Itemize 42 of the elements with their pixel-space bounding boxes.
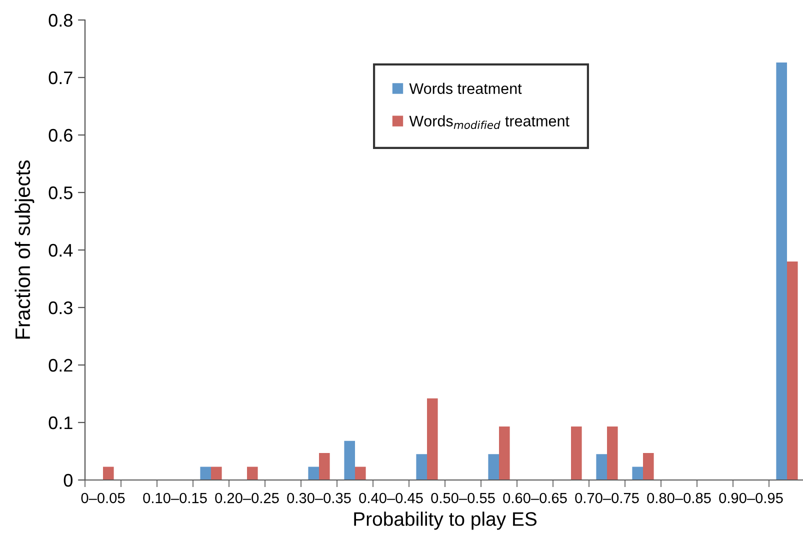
y-tick-label: 0.4 xyxy=(48,244,73,257)
bar xyxy=(200,466,211,480)
bar xyxy=(488,454,499,480)
bar xyxy=(416,454,427,480)
bar xyxy=(211,466,222,480)
bar xyxy=(344,440,355,480)
y-tick-label: 0.5 xyxy=(48,186,72,200)
bar xyxy=(643,452,654,480)
y-axis-title: Fraction of subjects xyxy=(14,160,34,339)
y-tick-label: 0.6 xyxy=(48,128,72,142)
bar xyxy=(776,62,787,480)
x-axis-title: Probability to play ES xyxy=(354,512,537,530)
bar xyxy=(355,466,366,480)
bar xyxy=(596,454,607,480)
y-tick-label: 0.7 xyxy=(48,71,72,84)
bar xyxy=(632,466,643,480)
bar xyxy=(308,466,319,480)
bar xyxy=(319,452,330,480)
y-tick-label: 0 xyxy=(64,474,72,487)
y-tick-label: 0.3 xyxy=(48,301,72,314)
x-tick-label: 0.80–0.85 xyxy=(647,492,711,504)
x-tick-label: 0.50–0.55 xyxy=(431,492,495,504)
x-tick-label: 0.70–0.75 xyxy=(575,492,639,504)
bar xyxy=(499,426,510,480)
x-tick-label: 0.40–0.45 xyxy=(359,492,423,504)
bar xyxy=(103,466,114,480)
y-tick-label: 0.8 xyxy=(48,14,72,27)
bar xyxy=(607,426,618,480)
x-tick-label: 0.30–0.35 xyxy=(287,492,351,504)
legend-label: Words treatment xyxy=(409,82,522,94)
x-tick-label: 0.10–0.15 xyxy=(143,492,207,504)
x-tick-label: 0.60–0.65 xyxy=(503,492,567,504)
bar xyxy=(427,398,438,480)
y-tick-label: 0.2 xyxy=(48,358,72,372)
bar xyxy=(571,426,582,480)
legend-label: Words$_{modified}$ treatment xyxy=(409,115,570,129)
bar xyxy=(247,466,258,480)
x-tick-label: 0.20–0.25 xyxy=(215,492,279,504)
bar xyxy=(787,262,798,480)
x-tick-label: 0.90–0.95 xyxy=(719,492,783,504)
x-tick-label: 0–0.05 xyxy=(81,492,125,504)
y-tick-label: 0.1 xyxy=(48,416,72,430)
